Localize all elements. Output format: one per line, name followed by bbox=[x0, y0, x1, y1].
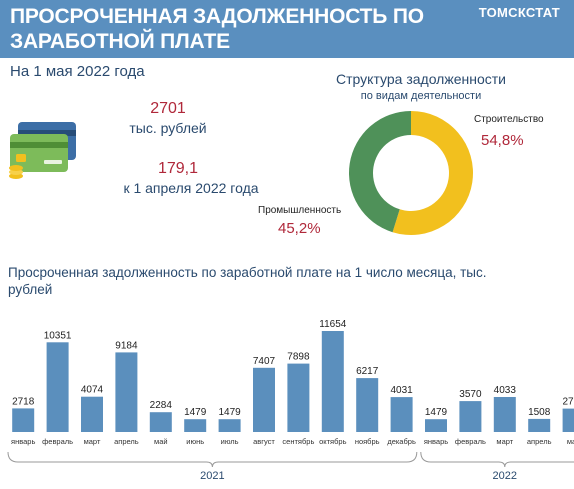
structure-subtitle: по видам деятельности bbox=[360, 90, 482, 102]
bar-4 bbox=[149, 412, 172, 432]
monthly-debt-bar-chart: 2718 10351 4074 9184 2284 1479 1479 7407 7898 116… bbox=[7, 319, 574, 482]
category-label-6: июль bbox=[221, 437, 239, 446]
header-banner: ПРОСРОЧЕННАЯ ЗАДОЛЖЕННОСТЬ ПО ЗАРАБОТНОЙ… bbox=[0, 0, 574, 58]
bar-value-label-8: 7898 bbox=[287, 352, 310, 363]
bar-value-label-1: 10351 bbox=[44, 330, 72, 341]
bar-11 bbox=[390, 397, 413, 432]
structure-donut-chart bbox=[349, 111, 473, 235]
category-label-5: июнь bbox=[186, 437, 204, 446]
bar-value-label-5: 1479 bbox=[184, 407, 207, 418]
total-debt-value: 2701 bbox=[150, 100, 186, 117]
bar-value-label-6: 1479 bbox=[218, 407, 241, 418]
year-group-label-1: 2022 bbox=[493, 470, 517, 482]
category-label-8: сентябрь bbox=[282, 437, 314, 446]
percent-of-previous-value: 179,1 bbox=[157, 160, 199, 177]
category-label-4: май bbox=[154, 437, 168, 446]
bar-2 bbox=[81, 396, 103, 432]
bar-value-label-2: 4074 bbox=[81, 385, 104, 396]
bar-value-label-12: 1479 bbox=[425, 407, 448, 418]
total-debt-unit: тыс. рублей bbox=[129, 120, 207, 136]
bar-10 bbox=[356, 378, 379, 432]
category-label-15: апрель bbox=[527, 437, 552, 446]
bar-15 bbox=[528, 418, 551, 432]
category-label-14: март bbox=[496, 437, 513, 446]
page-title: ПРОСРОЧЕННАЯ ЗАДОЛЖЕННОСТЬ ПО ЗАРАБОТНОЙ… bbox=[10, 5, 424, 53]
as-of-date: На 1 мая 2022 года bbox=[10, 63, 145, 80]
credit-cards-icon bbox=[9, 122, 76, 179]
bar-value-label-3: 9184 bbox=[115, 340, 138, 351]
donut-slice-0 bbox=[392, 111, 473, 235]
slice-label-industry: Промышленность bbox=[258, 205, 342, 216]
bar-value-label-0: 2718 bbox=[12, 396, 35, 407]
bar-value-label-9: 11654 bbox=[319, 319, 347, 330]
brand-logo-text: ТОМСКСТАТ bbox=[478, 5, 560, 20]
bar-5 bbox=[184, 419, 207, 432]
bar-value-label-14: 4033 bbox=[494, 385, 517, 396]
year-brace-0 bbox=[7, 451, 418, 468]
bar-13 bbox=[459, 401, 482, 432]
slice-value-industry: 45,2% bbox=[278, 220, 321, 237]
slice-label-construction: Строительство bbox=[474, 114, 544, 125]
bar-value-label-7: 7407 bbox=[253, 356, 276, 367]
category-label-1: февраль bbox=[42, 437, 73, 446]
bar-value-label-11: 4031 bbox=[390, 385, 413, 396]
bar-12 bbox=[425, 419, 447, 432]
bar-value-label-4: 2284 bbox=[150, 400, 173, 411]
bar-chart-title: Просроченная задолженность по заработной… bbox=[8, 265, 487, 297]
bar-3 bbox=[115, 352, 138, 432]
bar-7 bbox=[253, 367, 275, 432]
category-label-2: март bbox=[84, 437, 101, 446]
category-label-12: январь bbox=[424, 437, 448, 446]
bar-9 bbox=[321, 331, 344, 432]
category-label-7: август bbox=[253, 437, 275, 446]
year-brace-1 bbox=[420, 451, 574, 468]
bar-value-label-13: 3570 bbox=[459, 389, 482, 400]
category-label-3: апрель bbox=[114, 437, 139, 446]
category-label-11: декабрь bbox=[387, 437, 416, 446]
slice-value-construction: 54,8% bbox=[481, 132, 524, 149]
bar-8 bbox=[287, 363, 310, 432]
donut-slice-1 bbox=[349, 111, 411, 233]
bar-1 bbox=[46, 342, 69, 432]
category-label-9: октябрь bbox=[319, 437, 346, 446]
percent-of-previous-label: к 1 апреля 2022 года bbox=[123, 180, 259, 196]
bar-value-label-15: 1508 bbox=[528, 407, 551, 418]
category-label-13: февраль bbox=[455, 437, 486, 446]
structure-title: Структура задолженности bbox=[336, 71, 506, 87]
bar-16 bbox=[562, 408, 574, 432]
bar-0 bbox=[12, 408, 35, 432]
bar-value-label-16: 2701 bbox=[562, 397, 574, 408]
category-label-16: май bbox=[567, 437, 574, 446]
category-label-10: ноябрь bbox=[355, 437, 380, 446]
bar-value-label-10: 6217 bbox=[356, 366, 379, 377]
year-group-label-0: 2021 bbox=[200, 470, 224, 482]
bar-14 bbox=[493, 397, 516, 432]
category-label-0: январь bbox=[11, 437, 35, 446]
bar-6 bbox=[218, 419, 241, 432]
